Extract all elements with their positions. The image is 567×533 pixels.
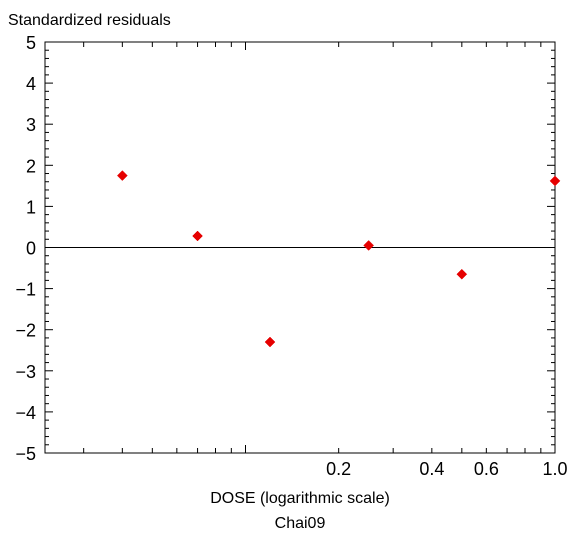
x-tick-label: 1.0: [542, 459, 567, 479]
x-tick-label: 0.2: [326, 459, 351, 479]
data-point: [116, 170, 128, 181]
y-tick-label: 0: [26, 239, 36, 259]
y-tick-label: 2: [26, 156, 36, 176]
y-tick-label: −5: [15, 444, 36, 464]
chart-subtitle: Chai09: [275, 515, 326, 532]
x-axis-label: DOSE (logarithmic scale): [210, 490, 390, 507]
x-tick-label: 0.6: [474, 459, 499, 479]
y-tick-label: 4: [26, 74, 36, 94]
data-point: [549, 175, 561, 187]
y-tick-label: 5: [26, 33, 36, 53]
y-tick-label: −3: [15, 362, 36, 382]
y-tick-label: −2: [15, 321, 36, 341]
data-point: [456, 268, 468, 280]
axes-layer: 5 4 3 2 1 0 −1 −2 −3 −4 −5 0.2 0.4 0.6 1.0: [15, 33, 567, 479]
y-tick-label: −4: [15, 403, 36, 423]
data-point: [192, 230, 203, 242]
y-axis-label: Standardized residuals: [8, 12, 171, 29]
y-tick-label: 1: [26, 197, 36, 217]
y-tick-label: 3: [26, 115, 36, 135]
x-tick-label: 0.4: [419, 459, 444, 479]
data-point: [363, 240, 375, 251]
data-points: [116, 170, 561, 348]
data-point: [264, 336, 276, 348]
y-tick-label: −1: [15, 280, 36, 300]
